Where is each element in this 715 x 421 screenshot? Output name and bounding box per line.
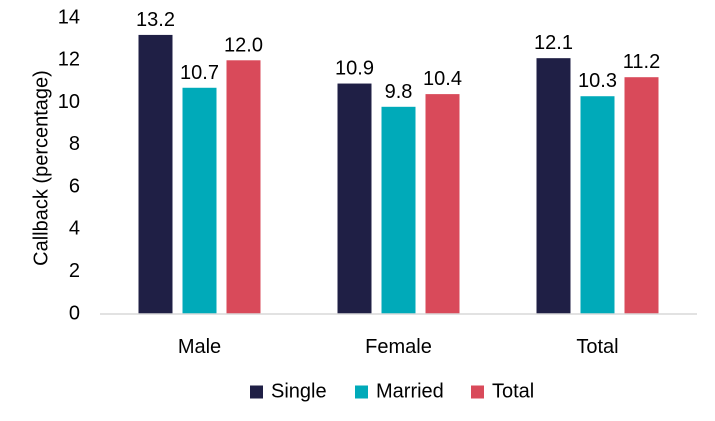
x-axis-categories: Male Female Total [178, 336, 619, 358]
data-label: 10.3 [578, 70, 617, 92]
y-tick-label: 0 [69, 302, 80, 324]
y-tick-label: 6 [69, 175, 80, 197]
bar-single-male [138, 34, 173, 315]
data-label: 10.7 [180, 62, 219, 84]
legend-label: Married [376, 380, 444, 402]
y-tick-label: 8 [69, 133, 80, 155]
bar-single-total [536, 58, 571, 314]
legend-swatch-single [250, 385, 263, 399]
legend: Single Married Total [250, 380, 534, 402]
x-category-label: Female [365, 336, 432, 358]
data-label: 13.2 [136, 9, 175, 31]
y-axis-label: Callback (percentage) [30, 70, 52, 266]
x-category-label: Total [576, 336, 618, 358]
y-axis-ticks: 0 2 4 6 8 10 12 14 [58, 6, 80, 324]
bar-single-female [337, 83, 372, 315]
x-category-label: Male [178, 336, 221, 358]
data-label: 12.1 [534, 32, 573, 54]
legend-swatch-total [471, 385, 484, 399]
bar-married-male [182, 87, 217, 315]
bar-total-male [226, 60, 261, 315]
bar-married-female [381, 106, 416, 314]
y-tick-label: 4 [69, 218, 80, 240]
bar-total-female [425, 94, 460, 314]
data-label: 10.9 [335, 58, 374, 80]
bar-married-total [580, 96, 615, 314]
data-label: 12.0 [224, 34, 263, 56]
data-label: 9.8 [385, 81, 413, 103]
data-label: 11.2 [623, 51, 660, 73]
bar-total-total [624, 77, 659, 314]
y-tick-label: 10 [58, 91, 80, 113]
y-tick-label: 2 [69, 260, 80, 282]
y-tick-label: 12 [58, 49, 80, 71]
data-labels: 13.2 10.712.0 10.9 9.8 10.4 12.110.3 11.2 [136, 9, 660, 103]
legend-swatch-married [355, 385, 368, 399]
bars [138, 34, 659, 315]
y-tick-label: 14 [58, 6, 80, 28]
legend-label: Single [271, 380, 327, 402]
legend-label: Total [492, 380, 534, 402]
data-label: 10.4 [423, 68, 462, 90]
